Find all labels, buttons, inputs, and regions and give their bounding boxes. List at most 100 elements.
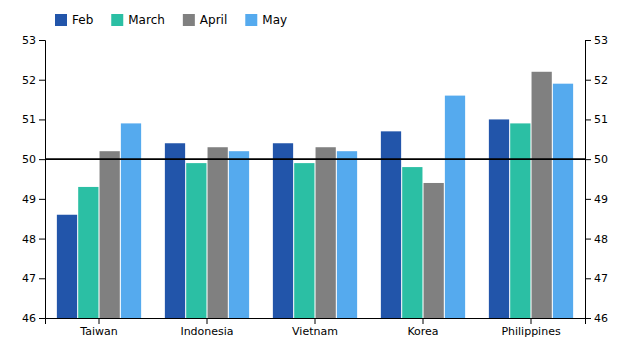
- tick-mark: [39, 40, 45, 41]
- tick-label: 47: [22, 272, 36, 285]
- tick-mark: [585, 278, 591, 279]
- tick-label: Philippines: [501, 325, 561, 338]
- tick: 47: [585, 272, 608, 285]
- legend-label: Feb: [72, 13, 93, 27]
- tick: 52: [585, 74, 608, 87]
- x-axis: Taiwan Indonesia Vietnam Korea Philippines: [46, 318, 586, 338]
- tick-label: 48: [22, 233, 36, 246]
- tick: 49: [22, 193, 45, 206]
- tick-mark: [585, 119, 591, 120]
- tick: 46: [22, 312, 45, 325]
- y-axis: 46 47 48 49 50 51 52 53: [22, 34, 46, 325]
- bar: [337, 151, 357, 318]
- axis-line: [586, 41, 592, 319]
- bar: [402, 167, 422, 318]
- tick-label: 46: [22, 312, 36, 325]
- bar: [229, 151, 249, 318]
- tick: 48: [585, 233, 608, 246]
- tick-label: Taiwan: [79, 325, 117, 338]
- tick: Philippines: [501, 318, 561, 338]
- legend-swatch: [111, 14, 123, 26]
- bar: [489, 119, 509, 318]
- bar-series: [121, 84, 573, 318]
- tick-label: Indonesia: [180, 325, 233, 338]
- bar: [424, 183, 444, 318]
- legend-item: Feb: [55, 13, 93, 27]
- plot: Taiwan Indonesia Vietnam Korea Philippines 46…: [22, 34, 608, 338]
- legend-swatch: [55, 14, 67, 26]
- tick-mark: [207, 318, 208, 324]
- tick-mark: [99, 318, 100, 324]
- bar: [78, 187, 98, 318]
- tick: Korea: [407, 318, 438, 338]
- bar-series: [100, 72, 552, 318]
- marks: [45, 72, 585, 318]
- tick-label: 47: [594, 272, 608, 285]
- tick-label: 51: [22, 113, 36, 126]
- y2-axis: 46 47 48 49 50 51 52 53: [585, 34, 608, 325]
- legend-label: May: [262, 13, 287, 27]
- bar: [532, 72, 552, 318]
- tick-label: 49: [22, 193, 36, 206]
- tick-mark: [39, 318, 45, 319]
- bar: [445, 96, 465, 318]
- axis-line: [39, 41, 46, 319]
- tick-mark: [585, 80, 591, 81]
- bar: [121, 123, 141, 318]
- tick-mark: [39, 80, 45, 81]
- tick-label: 49: [594, 193, 608, 206]
- tick: 50: [585, 153, 608, 166]
- bar: [273, 143, 293, 318]
- tick-label: 48: [594, 233, 608, 246]
- tick-label: Korea: [407, 325, 438, 338]
- tick: 52: [22, 74, 45, 87]
- legend-item: April: [183, 13, 227, 27]
- tick-label: 46: [594, 312, 608, 325]
- tick: Vietnam: [292, 318, 338, 338]
- tick: 48: [22, 233, 45, 246]
- tick-label: 51: [594, 113, 608, 126]
- bar: [57, 215, 77, 318]
- tick: 49: [585, 193, 608, 206]
- tick-label: 53: [594, 34, 608, 47]
- tick: 51: [22, 113, 45, 126]
- axis-line: [46, 319, 586, 325]
- tick: Taiwan: [79, 318, 117, 338]
- tick: Indonesia: [180, 318, 233, 338]
- tick: 53: [22, 34, 45, 47]
- bar: [510, 123, 530, 318]
- tick: 46: [585, 312, 608, 325]
- bar: [100, 151, 120, 318]
- tick-mark: [39, 199, 45, 200]
- bar-series: [57, 119, 509, 318]
- tick-mark: [423, 318, 424, 324]
- bar: [186, 163, 206, 318]
- bar: [316, 147, 336, 318]
- chart: Taiwan Indonesia Vietnam Korea Philippines 46…: [0, 0, 630, 350]
- legend-item: May: [245, 13, 287, 27]
- tick-mark: [531, 318, 532, 324]
- legend-label: April: [200, 13, 227, 27]
- tick: 53: [585, 34, 608, 47]
- tick-mark: [585, 318, 591, 319]
- legend-label: March: [128, 13, 165, 27]
- reference-line: [45, 158, 585, 160]
- tick: 51: [585, 113, 608, 126]
- bar: [294, 163, 314, 318]
- tick-mark: [585, 40, 591, 41]
- tick-label: 52: [22, 74, 36, 87]
- tick-label: Vietnam: [292, 325, 338, 338]
- tick-label: 53: [22, 34, 36, 47]
- tick-mark: [39, 278, 45, 279]
- tick-label: 50: [594, 153, 608, 166]
- tick-mark: [39, 159, 45, 160]
- tick-mark: [585, 199, 591, 200]
- bar: [165, 143, 185, 318]
- tick: 47: [22, 272, 45, 285]
- tick-mark: [39, 239, 45, 240]
- legend-swatch: [245, 14, 257, 26]
- bar: [553, 84, 573, 318]
- tick-label: 52: [594, 74, 608, 87]
- legend: Feb March April May: [55, 13, 287, 27]
- tick: 50: [22, 153, 45, 166]
